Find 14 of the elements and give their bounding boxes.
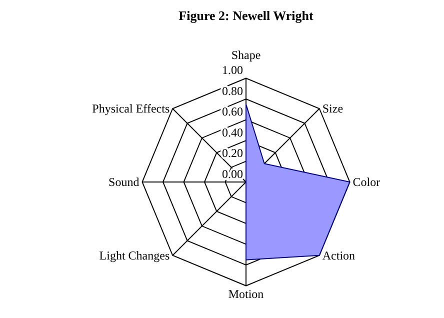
y-tick-label: 0.80 [222, 84, 243, 98]
spoke-label: Action [322, 248, 356, 262]
spoke-label: Color [352, 175, 380, 189]
spoke-label: Shape [231, 48, 261, 62]
y-tick-label: 0.40 [222, 125, 243, 140]
spoke-label: Sound [108, 175, 140, 189]
spoke-label: Motion [228, 286, 264, 301]
y-tick-label: 0.60 [222, 104, 243, 119]
spoke-label: Light Changes [99, 248, 170, 262]
spoke-label: Size [322, 102, 344, 116]
chart-title: Figure 2: Newell Wright [178, 8, 314, 24]
y-tick-label: 0.20 [222, 146, 243, 160]
y-tick-label: 1.00 [222, 63, 243, 78]
spoke-label: Physical Effects [92, 102, 170, 116]
